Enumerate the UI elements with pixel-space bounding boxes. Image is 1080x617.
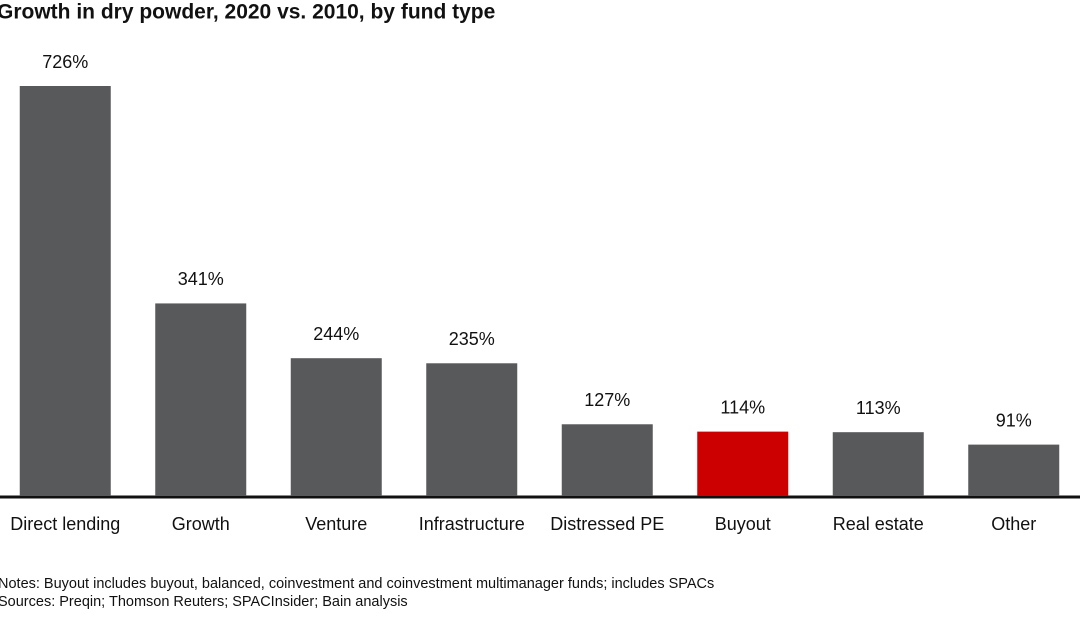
x-tick-label: Real estate xyxy=(833,514,924,534)
bar xyxy=(290,358,382,496)
value-label: 244% xyxy=(313,324,359,344)
value-label: 114% xyxy=(720,397,765,417)
value-label: 341% xyxy=(178,269,224,289)
chart-title: Growth in dry powder, 2020 vs. 2010, by … xyxy=(0,1,495,24)
bar xyxy=(561,424,653,496)
value-label: 127% xyxy=(584,390,630,410)
note: Notes: Buyout includes buyout, balanced,… xyxy=(0,576,714,592)
value-label: 113% xyxy=(856,398,901,418)
note: Sources: Preqin; Thomson Reuters; SPACIn… xyxy=(0,594,408,610)
bar xyxy=(426,363,518,496)
bar xyxy=(155,303,247,496)
bar xyxy=(968,444,1060,496)
bar xyxy=(19,86,111,496)
x-tick-label: Buyout xyxy=(715,514,771,534)
x-tick-label: Infrastructure xyxy=(419,514,525,534)
x-tick-label: Other xyxy=(991,514,1036,534)
x-tick-label: Growth xyxy=(172,514,230,534)
x-tick-label: Distressed PE xyxy=(550,514,664,534)
bar xyxy=(697,431,789,496)
bar xyxy=(832,432,924,496)
value-label: 235% xyxy=(449,329,495,349)
value-label: 91% xyxy=(996,410,1032,430)
x-tick-label: Venture xyxy=(305,514,367,534)
x-tick-label: Direct lending xyxy=(10,514,120,534)
value-label: 726% xyxy=(42,52,88,72)
